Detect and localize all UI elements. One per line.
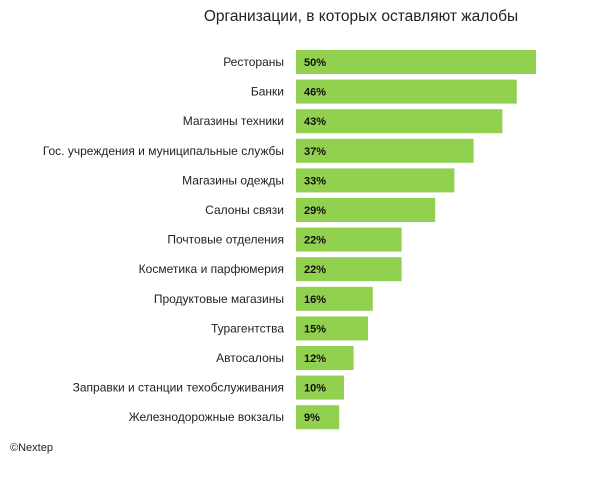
category-label: Магазины одежды [182,173,284,187]
bar [296,257,402,282]
category-label: Заправки и станции техобслуживания [73,381,284,395]
bar [296,286,373,311]
value-label: 50% [304,57,326,69]
bar [296,316,368,341]
bars-layer: Рестораны 50% Банки 46% Магазины техники 43% Г… [43,50,536,430]
category-label: Косметика и парфюмерия [139,262,284,276]
source-credit: ©Nextep [10,442,53,454]
bar [296,346,354,370]
bar [296,79,517,104]
value-label: 16% [304,294,326,306]
value-label: 37% [304,146,326,158]
category-label: Железнодорожные вокзалы [129,410,284,424]
bar [296,168,455,193]
bar [296,405,340,430]
value-label: 10% [304,383,326,395]
value-label: 15% [304,323,326,335]
category-label: Почтовые отделения [167,233,284,247]
category-label: Магазины техники [183,114,284,128]
chart-title: Организации, в которых оставляют жалобы [203,8,519,25]
value-label: 22% [304,264,326,276]
value-label: 46% [304,87,326,99]
category-label: Продуктовые магазины [154,292,284,306]
bar [296,198,436,222]
bar [296,138,474,163]
bar [296,50,536,74]
category-label: Гос. учреждения и муниципальные службы [43,144,284,158]
value-label: 33% [304,175,326,187]
category-label: Автосалоны [216,351,284,365]
value-label: 29% [304,205,326,217]
category-label: Банки [251,85,284,99]
bar [296,227,402,252]
category-label: Рестораны [223,55,284,69]
value-label: 12% [304,353,326,365]
value-label: 9% [304,412,320,424]
bar [296,109,503,134]
bar [296,375,344,400]
value-label: 43% [304,116,326,128]
category-label: Турагентства [211,321,284,335]
value-label: 22% [304,235,326,247]
category-label: Салоны связи [205,203,284,217]
